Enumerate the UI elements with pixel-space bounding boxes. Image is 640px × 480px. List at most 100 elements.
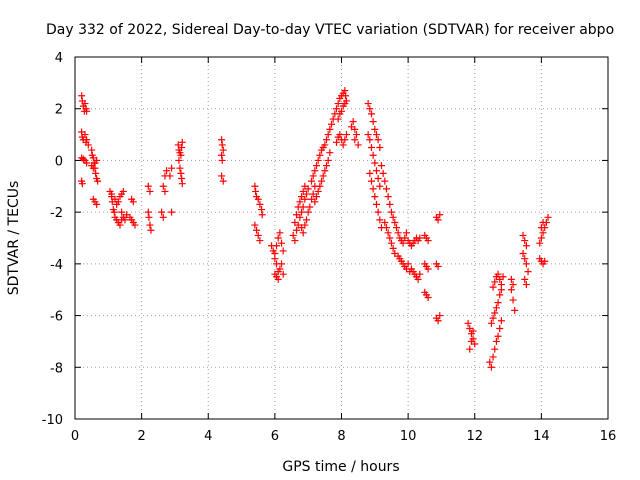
data-point [333, 138, 341, 146]
data-point [93, 200, 101, 208]
data-point [379, 169, 387, 177]
data-point [376, 216, 384, 224]
data-point [519, 250, 527, 258]
data-point [92, 169, 100, 177]
data-point [119, 187, 127, 195]
x-tick-label: 0 [71, 429, 79, 444]
data-point [537, 234, 545, 242]
data-point [399, 239, 407, 247]
data-point [489, 283, 497, 291]
data-point [341, 87, 349, 95]
data-point [336, 131, 344, 139]
data-point [279, 247, 287, 255]
data-point [314, 156, 322, 164]
data-point [436, 312, 444, 320]
y-tick-label: -8 [50, 361, 63, 376]
data-point [374, 136, 382, 144]
data-point [276, 229, 284, 237]
data-point [251, 221, 259, 229]
data-point [374, 208, 382, 216]
data-point [146, 221, 154, 229]
data-point [178, 175, 186, 183]
data-point [78, 180, 86, 188]
data-point [219, 177, 227, 185]
data-point [168, 208, 176, 216]
data-point [544, 213, 552, 221]
data-point [434, 216, 442, 224]
data-point [364, 100, 372, 108]
data-point [382, 185, 390, 193]
data-point [323, 136, 331, 144]
data-point [273, 242, 281, 250]
data-point [293, 226, 301, 234]
data-point [81, 100, 89, 108]
data-point [384, 193, 392, 201]
data-point [416, 270, 424, 278]
data-point [522, 260, 530, 268]
data-point [436, 211, 444, 219]
data-point [163, 167, 171, 175]
data-point [324, 131, 332, 139]
data-point [364, 131, 372, 139]
data-point [366, 105, 374, 113]
data-point [279, 270, 287, 278]
data-point [258, 206, 266, 214]
data-point [541, 257, 549, 265]
data-point [494, 299, 502, 307]
data-point [402, 229, 410, 237]
data-point [507, 275, 515, 283]
data-point [424, 293, 432, 301]
data-point [146, 187, 154, 195]
data-point [324, 156, 332, 164]
data-point [219, 146, 227, 154]
data-point [321, 167, 329, 175]
data-point [291, 237, 299, 245]
data-point [145, 213, 153, 221]
x-tick-label: 16 [600, 429, 617, 444]
data-point [334, 100, 342, 108]
data-point [489, 353, 497, 361]
data-point [494, 270, 502, 278]
data-point [289, 231, 297, 239]
data-point [369, 118, 377, 126]
data-point [521, 237, 529, 245]
data-point [178, 138, 186, 146]
data-point [294, 203, 302, 211]
data-point [387, 208, 395, 216]
data-point [386, 200, 394, 208]
data-point [491, 345, 499, 353]
x-tick-label: 14 [533, 429, 550, 444]
data-point [492, 304, 500, 312]
data-point [177, 169, 185, 177]
data-point [487, 363, 495, 371]
data-series [78, 87, 552, 371]
data-point [341, 92, 349, 100]
data-point [301, 221, 309, 229]
x-tick-label: 12 [466, 429, 483, 444]
data-point [519, 231, 527, 239]
data-point [271, 250, 279, 258]
data-point [522, 281, 530, 289]
data-point [94, 177, 102, 185]
data-point [299, 229, 307, 237]
data-point [129, 198, 137, 206]
data-point [381, 177, 389, 185]
data-point [494, 332, 502, 340]
data-point [497, 281, 505, 289]
data-point [159, 182, 167, 190]
x-axis-label: GPS time / hours [282, 459, 399, 475]
data-point [349, 118, 357, 126]
data-point [434, 262, 442, 270]
data-point [83, 159, 91, 167]
data-point [256, 200, 264, 208]
data-point [334, 115, 342, 123]
data-point [309, 172, 317, 180]
data-point [496, 291, 504, 299]
data-point [416, 234, 424, 242]
data-point [369, 151, 377, 159]
data-point [293, 211, 301, 219]
data-point [328, 120, 336, 128]
data-point [466, 345, 474, 353]
data-point [372, 131, 380, 139]
